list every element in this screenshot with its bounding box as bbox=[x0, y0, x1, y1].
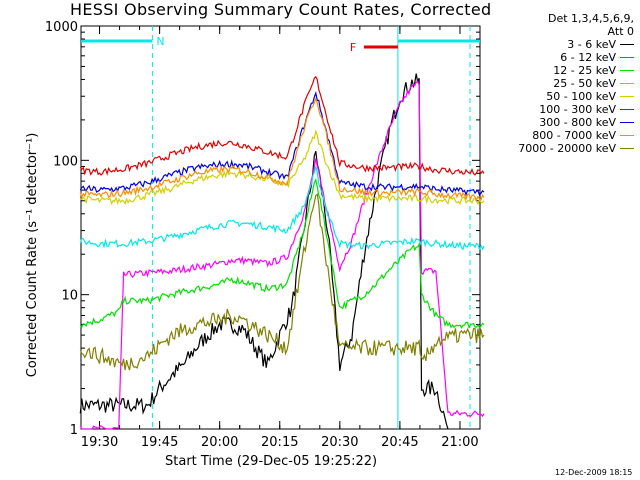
legend-swatch bbox=[620, 122, 634, 123]
legend-item: 12 - 25 keV bbox=[484, 64, 634, 77]
legend-swatch bbox=[620, 135, 634, 136]
series-line bbox=[79, 73, 449, 430]
legend-label: 50 - 100 keV bbox=[546, 90, 616, 103]
y-tick-label: 10 bbox=[61, 289, 78, 304]
x-axis-label: Start Time (29-Dec-05 19:25:22) bbox=[165, 454, 378, 469]
legend-label: 300 - 800 keV bbox=[539, 116, 616, 129]
legend-item: 50 - 100 keV bbox=[484, 90, 634, 103]
legend-item: 3 - 6 keV bbox=[484, 38, 634, 51]
legend-label: 800 - 7000 keV bbox=[532, 129, 616, 142]
legend-item: 25 - 50 keV bbox=[484, 77, 634, 90]
series-line bbox=[79, 80, 485, 431]
legend-label: 3 - 6 keV bbox=[567, 38, 616, 51]
legend-label: 25 - 50 keV bbox=[553, 77, 616, 90]
chart-title: HESSI Observing Summary Count Rates, Cor… bbox=[70, 0, 492, 19]
legend-label: 6 - 12 keV bbox=[560, 51, 616, 64]
series-line bbox=[79, 166, 485, 252]
x-tick-label: 19:30 bbox=[81, 435, 118, 450]
series-line bbox=[79, 96, 485, 202]
legend-swatch bbox=[620, 57, 634, 58]
plot-frame bbox=[80, 25, 481, 430]
night-flag-label: N bbox=[156, 35, 164, 48]
y-axis-label: Corrected Count Rate (s⁻¹ detector⁻¹) bbox=[25, 133, 40, 378]
series-line bbox=[79, 90, 485, 197]
x-tick-label: 20:45 bbox=[381, 435, 418, 450]
legend-swatch bbox=[620, 83, 634, 84]
x-tick-label: 20:30 bbox=[321, 435, 358, 450]
legend: Det 1,3,4,5,6,9, Att 0 3 - 6 keV 6 - 12 k… bbox=[484, 12, 634, 155]
series-lines bbox=[79, 73, 485, 431]
legend-swatch bbox=[620, 70, 634, 71]
legend-item: 800 - 7000 keV bbox=[484, 129, 634, 142]
x-tick-label: 20:15 bbox=[261, 435, 298, 450]
legend-item: 300 - 800 keV bbox=[484, 116, 634, 129]
legend-label: 7000 - 20000 keV bbox=[518, 142, 616, 155]
y-tick-label: 100 bbox=[53, 154, 78, 169]
legend-header-line-1: Det 1,3,4,5,6,9, bbox=[547, 12, 634, 25]
series-line bbox=[80, 178, 485, 330]
legend-header-line-2: Att 0 bbox=[607, 25, 634, 38]
legend-label: 100 - 300 keV bbox=[539, 103, 616, 116]
timestamp: 12-Dec-2009 18:15 bbox=[555, 468, 633, 477]
y-tick-label: 1000 bbox=[45, 20, 78, 35]
x-tick-label: 21:00 bbox=[441, 435, 478, 450]
legend-item: 7000 - 20000 keV bbox=[484, 142, 634, 155]
series-line bbox=[79, 75, 485, 176]
y-tick-label: 1 bbox=[70, 423, 78, 438]
flare-flag-label: F bbox=[350, 41, 356, 54]
legend-swatch bbox=[620, 96, 634, 97]
x-tick-label: 20:00 bbox=[201, 435, 238, 450]
legend-swatch bbox=[620, 44, 634, 45]
legend-item: 6 - 12 keV bbox=[484, 51, 634, 64]
x-tick-label: 19:45 bbox=[141, 435, 178, 450]
series-line bbox=[79, 193, 485, 371]
legend-item: 100 - 300 keV bbox=[484, 103, 634, 116]
axes: 1 10 100 1000 19:30 19:45 20:00 20:15 20:30 20:45… bbox=[45, 20, 481, 450]
legend-swatch bbox=[620, 148, 634, 149]
legend-label: 12 - 25 keV bbox=[553, 64, 616, 77]
legend-swatch bbox=[620, 109, 634, 110]
